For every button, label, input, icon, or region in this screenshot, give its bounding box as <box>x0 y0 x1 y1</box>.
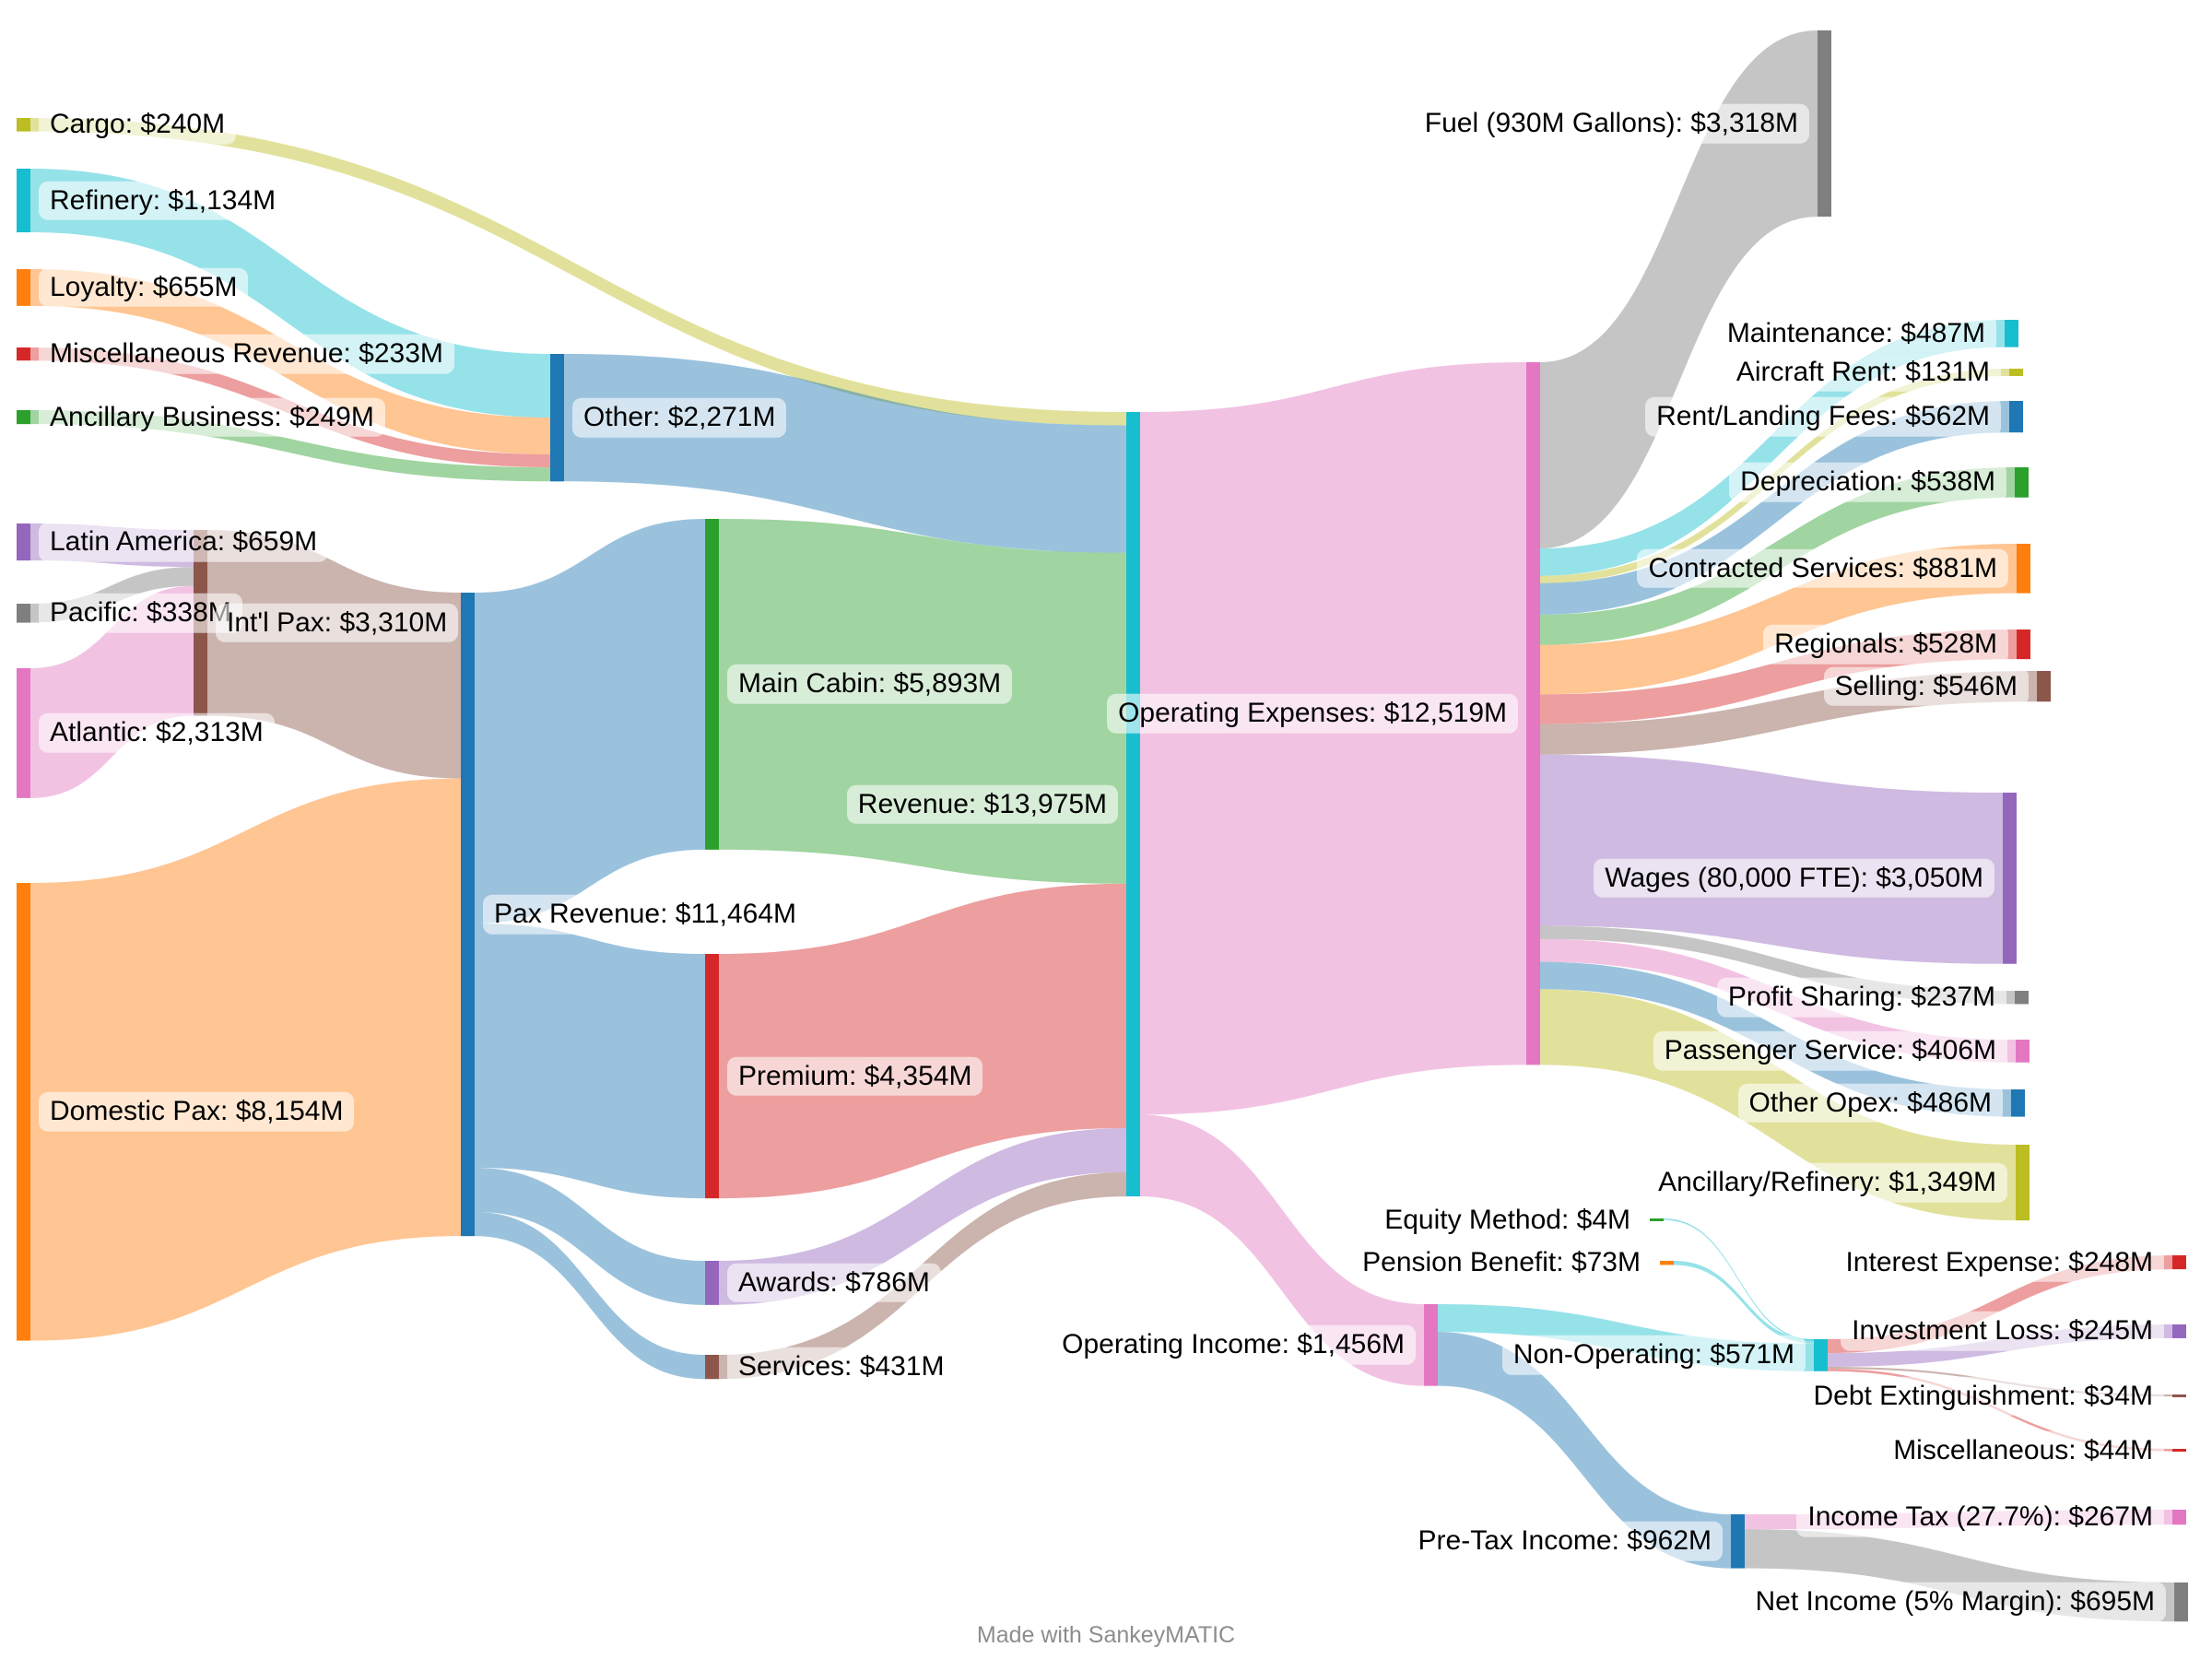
node-interest-expense <box>2172 1255 2186 1270</box>
node-selling <box>2037 671 2051 702</box>
node-wages <box>2003 793 2017 964</box>
flow-operating-expenses-to-fuel <box>1540 30 1818 549</box>
node-other <box>550 354 564 482</box>
flow-non-operating-to-interest-expense <box>1828 1255 2172 1354</box>
node-equity-method <box>1650 1218 1664 1221</box>
flow-non-operating-to-debt-extinguishment <box>1828 1367 2172 1397</box>
flow-revenue-to-operating-income <box>1140 1114 1424 1386</box>
node-loyalty <box>17 269 30 306</box>
node-pre-tax-income <box>1731 1514 1745 1569</box>
node-miscellaneous-revenue <box>17 347 30 361</box>
node-other-opex <box>2011 1089 2025 1117</box>
node-awards <box>705 1261 719 1305</box>
flow-awards-to-revenue <box>719 1127 1126 1305</box>
node-revenue <box>1126 412 1140 1197</box>
node-regionals <box>2017 629 2030 660</box>
footer-credit: Made with SankeyMATIC <box>976 1622 1236 1648</box>
node-ancillary-refinery <box>2016 1145 2030 1221</box>
flow-pre-tax-income-to-net-income <box>1745 1529 2174 1622</box>
flow-premium-to-revenue <box>719 883 1126 1199</box>
flow-main-cabin-to-revenue <box>719 519 1126 884</box>
flow-revenue-to-operating-expenses <box>1140 362 1526 1115</box>
node-main-cabin <box>705 519 719 850</box>
node-non-operating <box>1814 1339 1828 1371</box>
flow-pax-revenue-to-premium <box>475 923 705 1199</box>
node-int-l-pax <box>194 530 207 716</box>
node-premium <box>705 954 719 1199</box>
flow-equity-method-to-non-operating <box>1664 1218 1814 1341</box>
node-domestic-pax <box>17 883 30 1341</box>
flow-pax-revenue-to-awards <box>475 1168 705 1305</box>
node-rent-landing-fees <box>2009 401 2023 433</box>
node-atlantic <box>17 668 30 798</box>
node-debt-extinguishment <box>2172 1394 2186 1397</box>
node-pension-benefit <box>1660 1261 1674 1265</box>
node-cargo <box>17 118 30 132</box>
flow-pax-revenue-to-services <box>475 1211 705 1380</box>
flow-pre-tax-income-to-income-tax <box>1745 1510 2172 1530</box>
node-services <box>705 1355 719 1380</box>
flow-int-l-pax-to-pax-revenue <box>207 530 461 779</box>
node-contracted-services <box>2017 544 2030 594</box>
node-refinery <box>17 169 30 233</box>
node-maintenance <box>2005 320 2018 347</box>
flow-operating-expenses-to-maintenance <box>1540 320 2005 576</box>
node-fuel <box>1818 30 1831 218</box>
node-operating-expenses <box>1526 362 1540 1065</box>
node-operating-income <box>1424 1304 1438 1386</box>
node-income-tax <box>2172 1510 2186 1525</box>
node-miscellaneous <box>2172 1449 2186 1452</box>
node-latin-america <box>17 524 30 561</box>
node-passenger-service <box>2016 1040 2030 1063</box>
node-investment-loss <box>2172 1324 2186 1338</box>
node-ancillary-business <box>17 410 30 425</box>
flow-operating-income-to-pre-tax-income <box>1438 1332 1731 1569</box>
flow-pax-revenue-to-main-cabin <box>475 519 705 924</box>
node-profit-sharing <box>2015 991 2029 1005</box>
node-pax-revenue <box>461 593 475 1237</box>
flow-operating-expenses-to-rent-landing-fees <box>1540 401 2009 615</box>
node-depreciation <box>2015 467 2029 498</box>
flow-cargo-to-revenue <box>30 118 1126 426</box>
node-pacific <box>17 604 30 623</box>
node-aircraft-rent <box>2009 369 2023 376</box>
flow-latin-america-to-int-l-pax <box>30 524 194 568</box>
flow-domestic-pax-to-pax-revenue <box>30 778 461 1341</box>
node-net-income <box>2174 1583 2188 1622</box>
flow-pension-benefit-to-non-operating <box>1674 1261 1814 1344</box>
